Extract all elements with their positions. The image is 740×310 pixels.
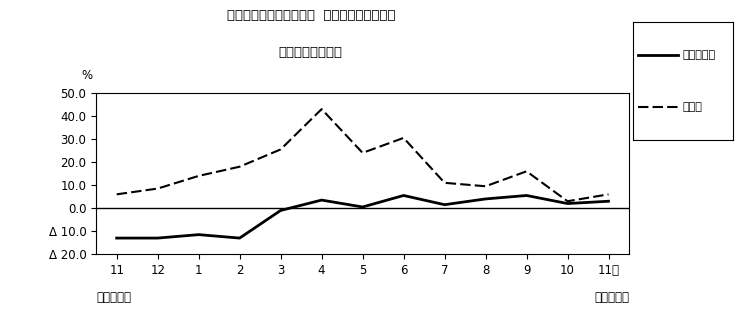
- Text: 平成２３年: 平成２３年: [96, 291, 131, 304]
- Text: 製造業: 製造業: [682, 101, 702, 112]
- Text: 第２図　所定外労働時間  対前年同月比の推移: 第２図 所定外労働時間 対前年同月比の推移: [226, 9, 395, 22]
- Text: 調査産業計: 調査産業計: [682, 50, 716, 60]
- Text: （規模５人以上）: （規模５人以上）: [279, 46, 343, 60]
- Text: 平成２４年: 平成２４年: [594, 291, 629, 304]
- Text: %: %: [81, 69, 92, 82]
